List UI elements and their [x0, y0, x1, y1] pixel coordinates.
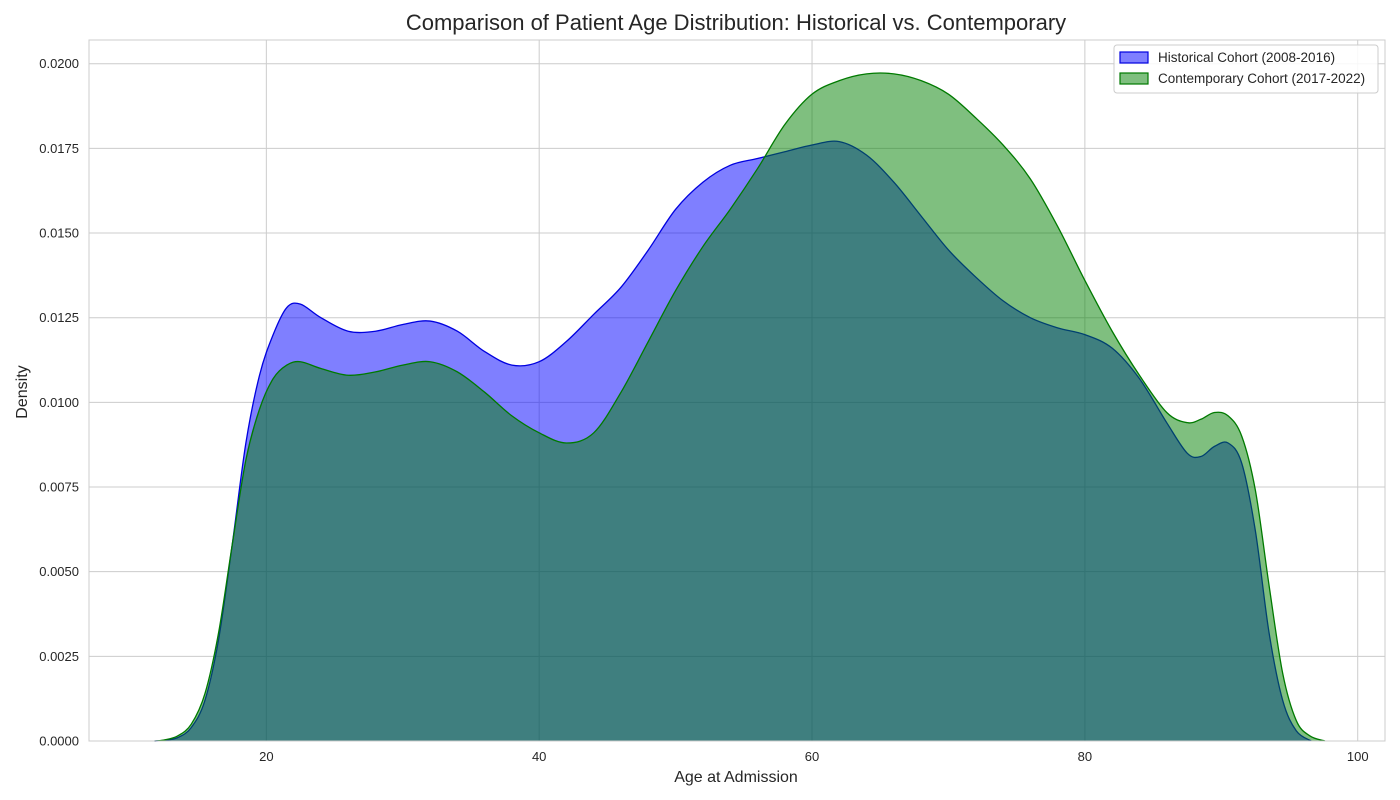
- y-tick-label: 0.0000: [39, 734, 79, 749]
- legend: Historical Cohort (2008-2016) Contempora…: [1113, 44, 1379, 94]
- y-tick-label: 0.0150: [39, 226, 79, 241]
- legend-label-contemporary: Contemporary Cohort (2017-2022): [1158, 71, 1365, 86]
- legend-label-historical: Historical Cohort (2008-2016): [1158, 50, 1335, 65]
- contemporary-density-area: [154, 73, 1325, 741]
- y-tick-label: 0.0025: [39, 649, 79, 664]
- x-tick-label: 40: [532, 749, 546, 764]
- y-tick-label: 0.0050: [39, 564, 79, 579]
- y-tick-label: 0.0200: [39, 56, 79, 71]
- x-tick-label: 20: [259, 749, 273, 764]
- tick-labels: 20 40 60 80 100 0.0000 0.0025 0.0050 0.0075 0.010…: [39, 56, 1368, 764]
- y-tick-label: 0.0125: [39, 310, 79, 325]
- legend-swatch-contemporary: [1119, 72, 1149, 85]
- x-tick-label: 60: [805, 749, 819, 764]
- plot-frame: [88, 39, 1386, 742]
- y-axis-label: Density: [14, 365, 31, 418]
- chart-title: Comparison of Patient Age Distribution: …: [406, 10, 1066, 35]
- y-tick-label: 0.0100: [39, 395, 79, 410]
- y-tick-label: 0.0075: [39, 480, 79, 495]
- legend-swatch-historical: [1119, 51, 1149, 64]
- y-tick-label: 0.0175: [39, 141, 79, 156]
- legend-box: [1113, 44, 1379, 94]
- x-tick-label: 100: [1347, 749, 1369, 764]
- x-tick-label: 80: [1078, 749, 1092, 764]
- series-areas: [154, 72, 1326, 742]
- x-axis-label: Age at Admission: [674, 769, 798, 786]
- contemporary-density-line: [154, 72, 1326, 742]
- plot-border: [88, 39, 1386, 742]
